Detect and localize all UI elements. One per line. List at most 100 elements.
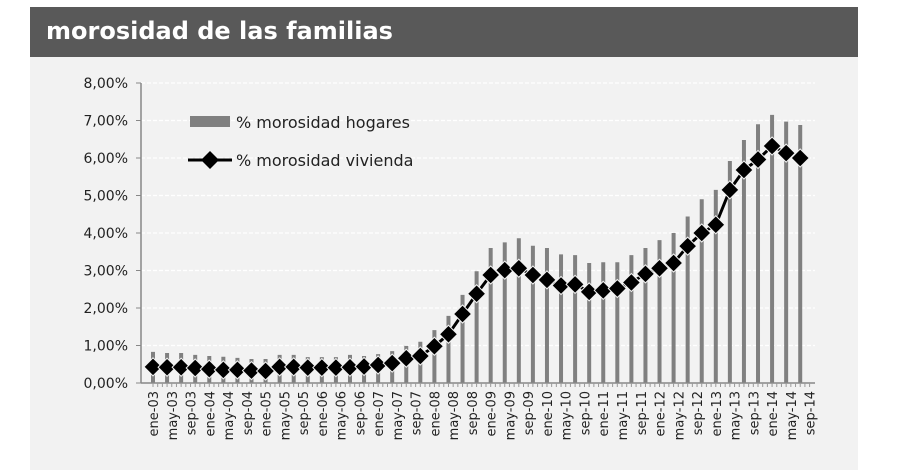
marker-vivienda bbox=[452, 304, 473, 324]
marker-vivienda bbox=[551, 275, 571, 296]
bar-hogares bbox=[713, 189, 718, 383]
marker-vivienda bbox=[523, 265, 543, 285]
marker-vivienda bbox=[340, 357, 360, 377]
legend-diamond-marker bbox=[201, 151, 219, 169]
marker-vivienda bbox=[255, 361, 276, 381]
marker-vivienda bbox=[734, 160, 754, 180]
x-tick-label: ene-03 bbox=[147, 391, 162, 436]
x-tick-label: may-03 bbox=[166, 391, 181, 440]
bar-hogares bbox=[587, 263, 592, 383]
marker-vivienda bbox=[565, 274, 585, 295]
marker-vivienda bbox=[157, 357, 177, 377]
marker-vivienda bbox=[677, 236, 698, 256]
legend-bar-swatch bbox=[190, 116, 230, 127]
bar-hogares bbox=[488, 248, 493, 383]
bar-hogares bbox=[460, 294, 465, 383]
x-tick-label: ene-09 bbox=[485, 391, 500, 436]
x-tick-label: may-06 bbox=[335, 391, 350, 440]
bar-hogares bbox=[727, 161, 732, 383]
marker-vivienda bbox=[692, 223, 712, 243]
bar-hogares bbox=[629, 255, 634, 383]
marker-vivienda bbox=[621, 272, 642, 293]
bar-hogares bbox=[643, 248, 648, 383]
marker-vivienda bbox=[185, 358, 205, 378]
marker-vivienda bbox=[663, 253, 684, 273]
y-tick-label: 5,00% bbox=[84, 189, 128, 205]
bar-hogares bbox=[516, 238, 521, 383]
marker-vivienda bbox=[790, 148, 810, 168]
bar-hogares bbox=[502, 242, 507, 383]
x-tick-label: sep-05 bbox=[297, 391, 312, 435]
bar-hogares bbox=[798, 125, 803, 383]
marker-vivienda bbox=[424, 336, 445, 356]
y-tick-label: 0,00% bbox=[84, 376, 128, 392]
x-tick-label: ene-12 bbox=[654, 391, 669, 436]
x-tick-label: may-05 bbox=[278, 391, 293, 440]
x-tick-label: may-07 bbox=[391, 391, 406, 440]
x-tick-label: sep-13 bbox=[747, 391, 762, 435]
bar-hogares bbox=[573, 255, 578, 383]
x-tick-label: sep-11 bbox=[635, 391, 650, 435]
x-tick-label: may-12 bbox=[672, 391, 687, 440]
y-tick-label: 6,00% bbox=[84, 151, 128, 167]
marker-vivienda bbox=[509, 258, 529, 278]
x-tick-label: ene-14 bbox=[766, 391, 781, 436]
marker-vivienda bbox=[326, 357, 346, 378]
marker-vivienda bbox=[283, 357, 304, 377]
marker-vivienda bbox=[649, 258, 670, 278]
marker-vivienda bbox=[480, 265, 501, 285]
marker-vivienda bbox=[720, 180, 740, 200]
chart-panel bbox=[30, 57, 858, 470]
x-tick-label: sep-03 bbox=[185, 391, 200, 435]
y-tick-label: 3,00% bbox=[84, 264, 128, 280]
marker-vivienda bbox=[241, 360, 262, 381]
x-tick-label: sep-06 bbox=[353, 391, 368, 435]
bar-hogares bbox=[741, 140, 746, 383]
marker-vivienda bbox=[312, 357, 332, 378]
x-tick-label: sep-14 bbox=[804, 391, 819, 435]
x-tick-label: may-10 bbox=[560, 391, 575, 440]
x-tick-label: may-09 bbox=[503, 391, 518, 440]
marker-vivienda bbox=[213, 360, 234, 380]
x-tick-label: ene-06 bbox=[316, 391, 331, 436]
marker-vivienda bbox=[537, 270, 557, 290]
marker-vivienda bbox=[382, 353, 402, 373]
marker-vivienda bbox=[269, 357, 290, 377]
bar-hogares bbox=[544, 248, 549, 383]
page-title: morosidad de las familias bbox=[46, 17, 393, 45]
x-tick-label: sep-09 bbox=[522, 391, 537, 435]
x-tick-label: may-08 bbox=[447, 391, 462, 440]
x-tick-label: sep-12 bbox=[691, 391, 706, 435]
y-tick-label: 8,00% bbox=[84, 76, 128, 92]
bar-hogares bbox=[559, 254, 564, 383]
marker-vivienda bbox=[227, 360, 248, 380]
x-tick-label: ene-13 bbox=[710, 391, 725, 436]
x-tick-label: sep-04 bbox=[241, 391, 256, 435]
y-tick-label: 1,00% bbox=[84, 339, 128, 355]
x-tick-label: ene-04 bbox=[203, 391, 218, 436]
marker-vivienda bbox=[199, 359, 219, 379]
bar-hogares bbox=[657, 240, 662, 383]
x-tick-label: ene-07 bbox=[372, 391, 387, 436]
x-tick-label: may-13 bbox=[729, 391, 744, 440]
marker-vivienda bbox=[171, 357, 191, 377]
x-tick-label: ene-10 bbox=[541, 391, 556, 436]
bar-hogares bbox=[432, 330, 437, 383]
marker-vivienda bbox=[748, 149, 768, 170]
y-tick-label: 7,00% bbox=[84, 114, 128, 130]
bar-hogares bbox=[671, 233, 676, 383]
marker-vivienda bbox=[438, 324, 459, 344]
x-tick-label: ene-05 bbox=[260, 391, 275, 436]
marker-vivienda bbox=[607, 278, 628, 299]
x-tick-label: sep-10 bbox=[578, 391, 593, 435]
bar-hogares bbox=[601, 262, 606, 383]
header-bar: morosidad de las familias bbox=[30, 7, 858, 57]
marker-vivienda bbox=[298, 357, 318, 378]
marker-vivienda bbox=[762, 136, 782, 156]
bar-hogares bbox=[530, 245, 535, 383]
legend-label-hogares: % morosidad hogares bbox=[236, 113, 410, 132]
x-tick-label: ene-08 bbox=[428, 391, 443, 436]
marker-vivienda bbox=[466, 284, 487, 304]
bar-hogares bbox=[699, 199, 704, 383]
